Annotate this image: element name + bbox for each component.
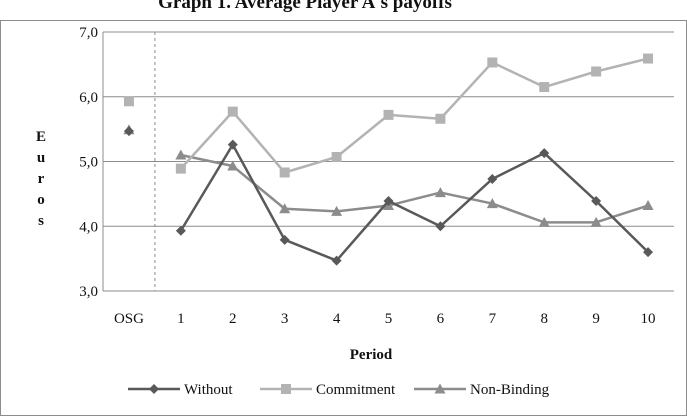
legend-marker-non-binding: [434, 383, 446, 394]
legend-item-without: Without: [128, 382, 233, 398]
legend-marker-without: [149, 384, 159, 394]
point-non-binding: [175, 149, 187, 160]
legend-item-non-binding: Non-Binding: [414, 382, 550, 398]
point-commitment: [435, 113, 446, 124]
series-line-commitment: [179, 57, 649, 174]
chart-title: Graph 1. Average Player A's payoffs: [158, 0, 452, 13]
point-commitment: [383, 109, 394, 120]
legend-item-commitment: Commitment: [260, 382, 396, 398]
y-axis-title-letter: r: [38, 171, 45, 187]
x-tick-label: 4: [333, 311, 341, 327]
legend-label-without: Without: [184, 382, 233, 398]
series-non-binding: [123, 124, 654, 227]
y-tick-label: 4,0: [79, 219, 98, 235]
point-commitment: [331, 151, 342, 162]
y-tick-label: 3,0: [79, 284, 98, 300]
point-commitment: [591, 66, 602, 77]
point-without: [227, 139, 238, 150]
legend-marker-commitment: [281, 384, 291, 394]
point-commitment-osg: [123, 96, 134, 107]
x-tick-label: 9: [592, 311, 600, 327]
point-non-binding: [331, 205, 343, 216]
legend-label-non-binding: Non-Binding: [470, 382, 550, 398]
point-non-binding: [590, 216, 602, 227]
x-tick-label: 8: [540, 311, 548, 327]
x-tick-label: OSG: [114, 311, 144, 327]
y-axis-title-letter: E: [36, 129, 46, 145]
x-tick-label: 2: [229, 311, 237, 327]
point-without: [279, 234, 290, 245]
series-without: [123, 126, 654, 266]
y-tick-label: 7,0: [79, 25, 98, 41]
point-commitment: [539, 82, 550, 93]
legend-label-commitment: Commitment: [316, 382, 396, 398]
series-line-without: [179, 143, 649, 262]
point-without: [383, 195, 394, 206]
point-non-binding: [538, 216, 550, 227]
point-non-binding: [279, 203, 291, 214]
point-non-binding: [227, 160, 239, 171]
x-tick-label: 10: [641, 311, 656, 327]
legend: Without Commitment Non-Binding: [128, 382, 550, 398]
point-without-osg: [123, 126, 134, 137]
plot-area: 3,0 4,0 5,0 6,0 7,0 OSG 1 2 3 4 5 6 7 8 9 10: [79, 25, 674, 327]
series-line-non-binding: [180, 153, 649, 224]
x-tick-label: 6: [437, 311, 445, 327]
point-commitment: [175, 163, 186, 174]
point-commitment: [487, 57, 498, 68]
x-tick-label: 3: [281, 311, 289, 327]
x-tick-label: 5: [385, 311, 393, 327]
point-without: [643, 247, 654, 258]
point-non-binding: [434, 187, 446, 198]
point-without: [435, 221, 446, 232]
x-tick-label: 1: [177, 311, 185, 327]
point-commitment: [643, 53, 654, 64]
point-without: [591, 195, 602, 206]
point-without: [175, 225, 186, 236]
y-tick-label: 6,0: [79, 90, 98, 106]
y-axis-title-letter: o: [37, 192, 45, 208]
point-non-binding: [486, 198, 498, 209]
point-commitment: [279, 167, 290, 178]
y-tick-label: 5,0: [79, 155, 98, 171]
point-without: [487, 173, 498, 184]
x-axis-title: Period: [350, 347, 393, 363]
y-axis-title-letter: u: [37, 150, 45, 166]
x-tick-label: 7: [489, 311, 497, 327]
series-commitment: [123, 53, 654, 178]
point-without: [539, 148, 550, 159]
point-non-binding: [642, 200, 654, 211]
point-without: [331, 255, 342, 266]
y-axis-title-letter: s: [38, 213, 44, 229]
point-commitment: [227, 106, 238, 117]
